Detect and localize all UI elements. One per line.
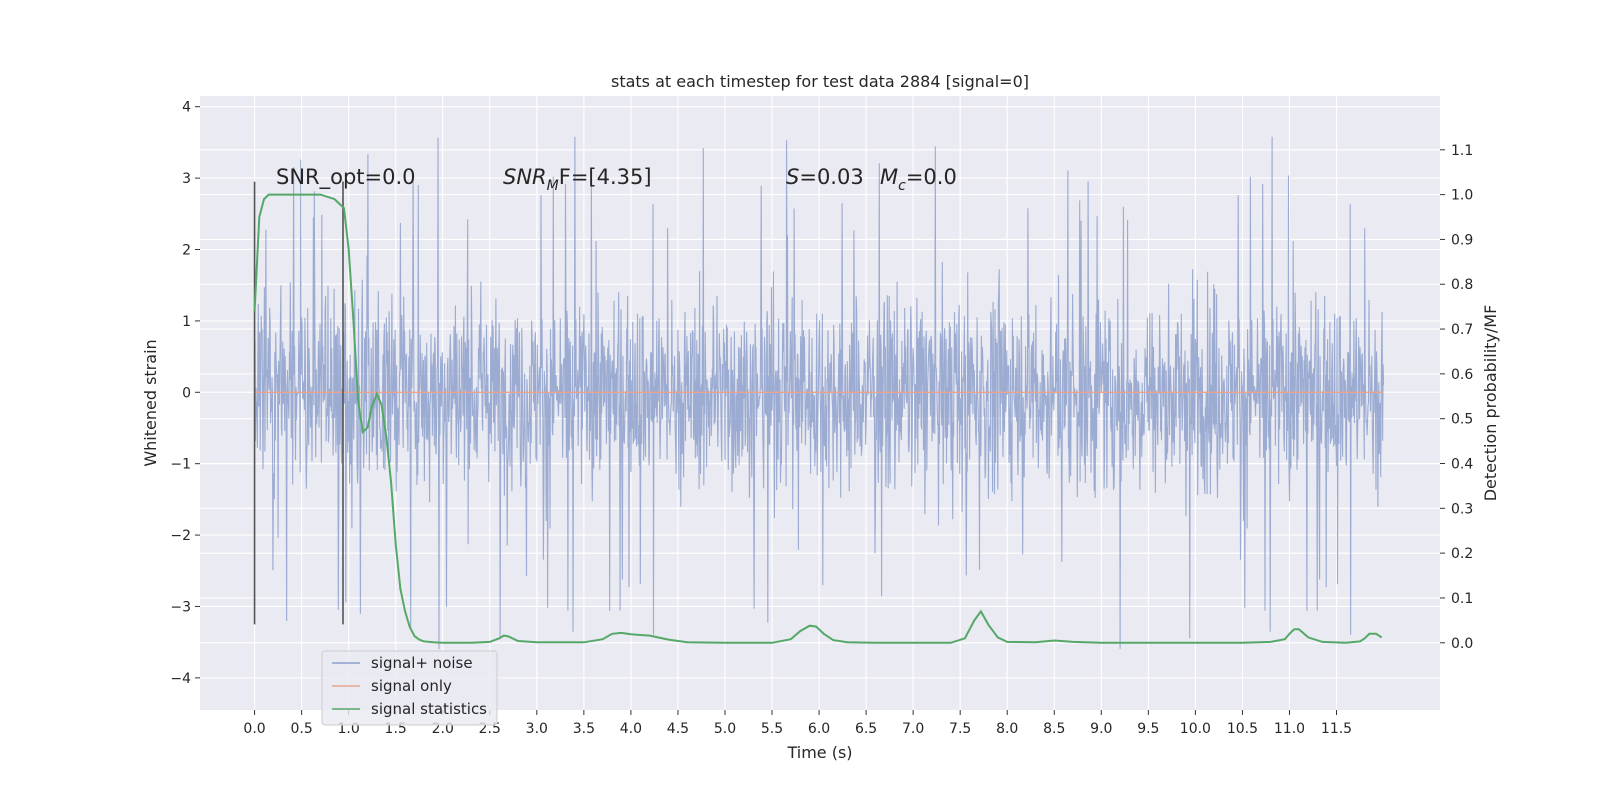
x-tick-label: 11.0 bbox=[1274, 721, 1305, 737]
legend-label-signal-statistics: signal statistics bbox=[371, 700, 487, 718]
y-tick-label: 3 bbox=[182, 171, 191, 187]
s-stat-symbol: S bbox=[786, 165, 799, 189]
y-tick-label: −3 bbox=[170, 599, 191, 615]
y-tick-label: 0 bbox=[182, 385, 191, 401]
x-tick-label: 6.0 bbox=[808, 721, 830, 737]
x-tick-label: 3.5 bbox=[573, 721, 595, 737]
y2-axis-ticks: 1.1 1.0 0.9 0.8 0.7 0.6 0.5 0.4 0.3 0.2 0.1 0.0 bbox=[1440, 143, 1473, 652]
x-tick-label: 7.0 bbox=[902, 721, 924, 737]
x-tick-label: 10.5 bbox=[1227, 721, 1258, 737]
s-stat-value: =0.03 bbox=[799, 165, 863, 189]
y2-tick-label: 0.1 bbox=[1451, 591, 1473, 607]
chart-title: stats at each timestep for test data 288… bbox=[611, 72, 1029, 91]
snr-mf-rest: F=[4.35] bbox=[559, 165, 652, 189]
legend-box bbox=[321, 650, 498, 726]
y-tick-label: −1 bbox=[170, 457, 191, 473]
annotation-mc: Mc=0.0 bbox=[880, 165, 957, 194]
x-tick-label: 7.5 bbox=[949, 721, 971, 737]
y-tick-label: 1 bbox=[182, 314, 191, 330]
signal-statistics-line bbox=[253, 193, 1383, 644]
y2-tick-label: 0.9 bbox=[1451, 232, 1473, 248]
signal-plus-noise-series bbox=[254, 136, 1385, 650]
x-tick-label: 0.5 bbox=[290, 721, 312, 737]
y-axis-ticks: 4 3 2 1 0 −1 −2 −3 −4 bbox=[170, 100, 200, 687]
x-tick-label: 8.5 bbox=[1043, 721, 1065, 737]
y2-tick-label: 0.3 bbox=[1451, 501, 1473, 517]
snr-mf-sub: M bbox=[547, 178, 559, 194]
x-axis-ticks: 0.0 0.5 1.0 1.5 2.0 2.5 3.0 3.5 4.0 4.5 5.0 5.5 6.0 6… bbox=[243, 710, 1352, 737]
y2-tick-label: 1.1 bbox=[1451, 143, 1473, 159]
signal-statistics-series bbox=[253, 193, 1383, 644]
x-tick-label: 4.0 bbox=[620, 721, 642, 737]
vertical-markers bbox=[253, 181, 344, 625]
annotation-s-stat: S=0.03 bbox=[786, 165, 864, 189]
signal-plus-noise-line bbox=[254, 136, 1385, 650]
legend-label-signal-plus-noise: signal+ noise bbox=[371, 654, 473, 672]
mc-sub: c bbox=[898, 178, 906, 194]
x-tick-label: 9.5 bbox=[1137, 721, 1159, 737]
x-tick-label: 4.5 bbox=[667, 721, 689, 737]
y-axis-label: Whitened strain bbox=[141, 339, 160, 466]
legend-label-signal-only: signal only bbox=[371, 677, 452, 695]
snr-mf-base: SNR bbox=[503, 165, 547, 189]
y-tick-label: −2 bbox=[170, 528, 191, 544]
mc-value: =0.0 bbox=[906, 165, 957, 189]
mc-base: M bbox=[880, 165, 898, 189]
x-tick-label: 9.0 bbox=[1090, 721, 1112, 737]
y2-tick-label: 0.7 bbox=[1451, 322, 1473, 338]
x-tick-label: 5.5 bbox=[761, 721, 783, 737]
y-tick-label: 2 bbox=[182, 243, 191, 259]
annotation-snr-opt: SNR_opt=0.0 bbox=[276, 165, 416, 190]
y2-tick-label: 0.2 bbox=[1451, 546, 1473, 562]
x-tick-label: 3.0 bbox=[526, 721, 548, 737]
x-tick-label: 10.0 bbox=[1180, 721, 1211, 737]
x-tick-label: 0.0 bbox=[243, 721, 265, 737]
y-tick-label: −4 bbox=[170, 671, 191, 687]
x-tick-label: 6.5 bbox=[855, 721, 877, 737]
y2-axis-label: Detection probability/MF bbox=[1481, 305, 1500, 502]
x-tick-label: 5.0 bbox=[714, 721, 736, 737]
y2-tick-label: 0.4 bbox=[1451, 457, 1473, 473]
y2-tick-label: 0.0 bbox=[1451, 636, 1473, 652]
y-tick-label: 4 bbox=[182, 100, 191, 116]
x-tick-label: 8.0 bbox=[996, 721, 1018, 737]
y2-tick-label: 0.5 bbox=[1451, 412, 1473, 428]
legend: signal+ noise signal only signal statist… bbox=[321, 650, 498, 726]
x-axis-label: Time (s) bbox=[786, 743, 852, 762]
x-tick-label: 11.5 bbox=[1321, 721, 1352, 737]
annotation-snr-mf: SNRMF=[4.35] bbox=[503, 165, 652, 194]
y2-tick-label: 1.0 bbox=[1451, 188, 1473, 204]
y2-tick-label: 0.6 bbox=[1451, 367, 1473, 383]
y2-tick-label: 0.8 bbox=[1451, 277, 1473, 293]
